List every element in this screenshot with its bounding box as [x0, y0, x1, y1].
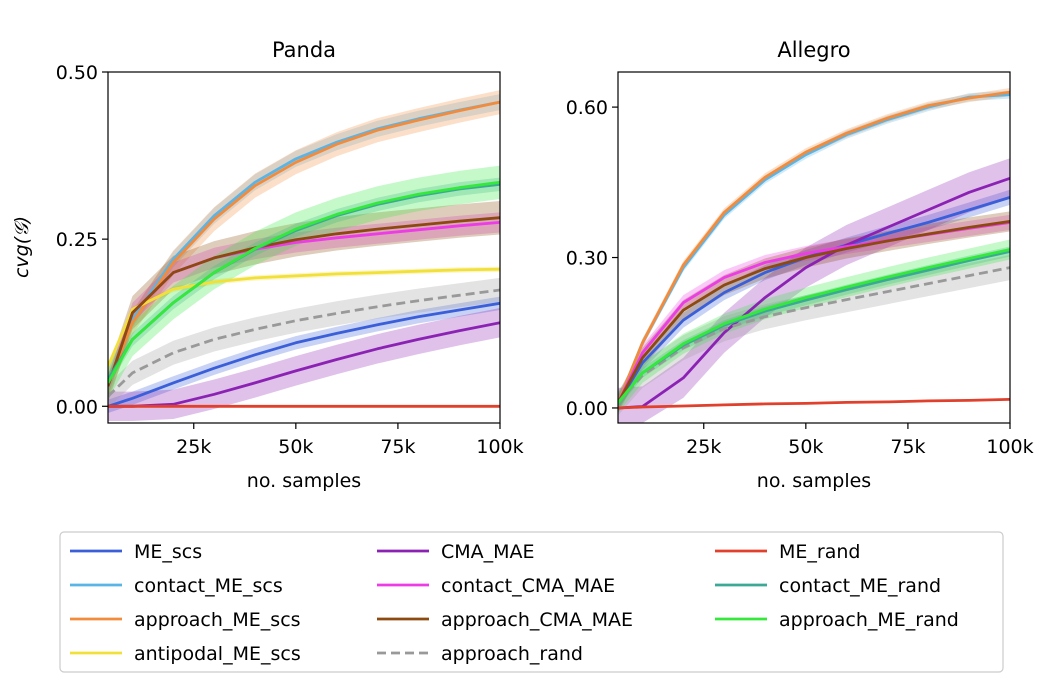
panda-y-axis-label: cvg(𝒢) — [11, 216, 33, 278]
legend-label: contact_ME_rand — [779, 575, 941, 597]
panda-CMA_MAE-band — [108, 308, 500, 421]
legend-frame — [59, 531, 1004, 673]
panda-approach_rand-line — [108, 288, 500, 398]
allegro-ME_rand-line — [618, 398, 1010, 410]
panda-x-tick-label: 100k — [476, 436, 523, 458]
panda-approach_CMA_MAE-band — [108, 201, 500, 403]
legend-label: ME_rand — [779, 541, 860, 563]
panda-y-tick-label: 0.50 — [56, 62, 98, 84]
legend-item-contact_ME_scs: contact_ME_scs — [70, 575, 283, 597]
legend-label: contact_ME_scs — [134, 575, 283, 597]
allegro-y-tick-label: 0.00 — [566, 398, 608, 420]
panda-y-tick-label: 0.25 — [56, 229, 98, 251]
allegro-axes-frame — [617, 71, 1011, 424]
panda-ME_scs-band — [108, 296, 500, 413]
panda-x-axis-label: no. samples — [247, 470, 361, 492]
legend-label: CMA_MAE — [441, 541, 535, 563]
legend-item-approach_ME_rand: approach_ME_rand — [715, 609, 959, 631]
panda-approach_ME_rand-line — [108, 180, 500, 384]
allegro-contact_ME_rand-band — [618, 246, 1010, 408]
allegro-panel: Allegro no. samples 25k 50k 75k 100k 0.00 0.3… — [566, 38, 1034, 492]
legend-item-contact_ME_rand: contact_ME_rand — [715, 575, 941, 597]
legend-item-approach_ME_scs: approach_ME_scs — [70, 609, 301, 631]
allegro-CMA_MAE-band — [618, 158, 1010, 423]
allegro-approach_ME_rand-line — [618, 248, 1010, 404]
panda-x-tick-label: 25k — [176, 436, 211, 458]
legend-label: approach_ME_rand — [779, 609, 959, 631]
allegro-plot-area — [618, 88, 1010, 423]
legend-label: approach_ME_scs — [134, 609, 301, 631]
allegro-x-tick-label: 75k — [890, 436, 925, 458]
legend-label: antipodal_ME_scs — [134, 643, 301, 665]
legend-label: ME_scs — [134, 541, 202, 563]
panda-contact_CMA_MAE-band — [108, 212, 500, 397]
allegro-y-tick-label: 0.30 — [566, 248, 608, 270]
legend-item-CMA_MAE: CMA_MAE — [377, 541, 535, 563]
allegro-x-tick-label: 25k — [686, 436, 721, 458]
legend-item-ME_rand: ME_rand — [715, 541, 860, 563]
allegro-approach_rand-band — [618, 255, 1010, 416]
panda-panel: Panda cvg(𝒢) no. samples 25k 50k 75k 100k 0.… — [11, 38, 524, 492]
allegro-x-axis-label: no. samples — [757, 470, 871, 492]
legend-item-approach_CMA_MAE: approach_CMA_MAE — [377, 609, 633, 631]
allegro-ME_scs-band — [618, 189, 1010, 411]
legend-label: contact_CMA_MAE — [441, 575, 615, 597]
legend-item-antipodal_ME_scs: antipodal_ME_scs — [70, 643, 301, 665]
allegro-x-tick-label: 50k — [788, 436, 823, 458]
allegro-title: Allegro — [777, 38, 850, 62]
panda-ME_scs-line — [108, 301, 500, 408]
allegro-x-tick-label: 100k — [986, 436, 1033, 458]
panda-plot-area — [108, 90, 500, 421]
panda-axes-frame — [107, 71, 501, 424]
panda-approach_rand-band — [108, 277, 500, 409]
panda-approach_ME_scs-line — [108, 100, 500, 387]
panda-x-tick-label: 50k — [278, 436, 313, 458]
legend-label: approach_CMA_MAE — [441, 609, 633, 631]
legend-item-contact_CMA_MAE: contact_CMA_MAE — [377, 575, 615, 597]
allegro-approach_CMA_MAE-line — [618, 220, 1010, 404]
allegro-approach_ME_scs-line — [618, 90, 1010, 404]
panda-title: Panda — [272, 38, 336, 62]
allegro-approach_rand-line — [618, 266, 1010, 404]
panda-approach_CMA_MAE-line — [108, 216, 500, 387]
legend-label: approach_rand — [441, 643, 583, 665]
legend-item-ME_scs: ME_scs — [70, 541, 202, 563]
panda-x-tick-label: 75k — [380, 436, 415, 458]
allegro-y-tick-label: 0.60 — [566, 97, 608, 119]
panda-y-tick-label: 0.00 — [56, 396, 98, 418]
legend: ME_scs contact_ME_scs approach_ME_scsantip… — [59, 531, 1004, 673]
allegro-CMA_MAE-line — [618, 176, 1010, 410]
legend-item-approach_rand: approach_rand — [377, 643, 583, 665]
panda-antipodal_ME_scs-line — [108, 267, 500, 367]
